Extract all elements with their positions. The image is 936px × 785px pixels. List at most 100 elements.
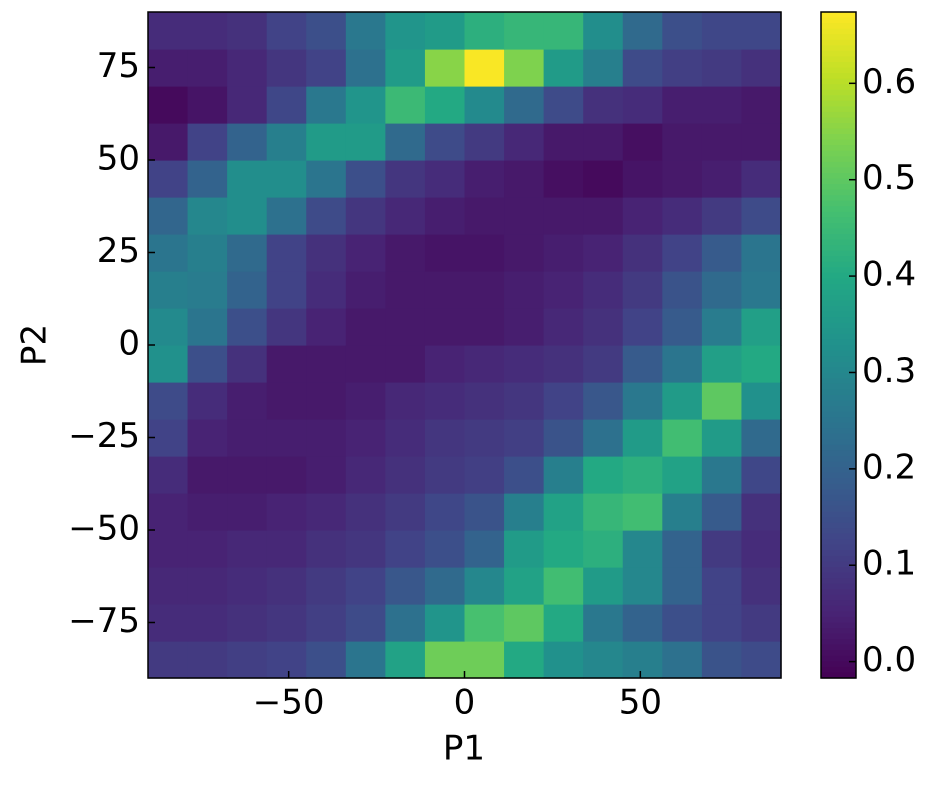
colorbar-step [821, 533, 856, 540]
y-tick-label: −50 [68, 509, 140, 549]
colorbar-step [821, 616, 856, 624]
heatmap-cell [701, 345, 743, 383]
heatmap-cell [187, 308, 228, 346]
heatmap-cell [464, 12, 505, 50]
heatmap-cell [543, 530, 584, 568]
heatmap-cell [266, 493, 307, 531]
heatmap-cell [187, 160, 228, 198]
colorbar [821, 12, 856, 679]
heatmap-cell [266, 271, 307, 309]
colorbar-step [821, 361, 856, 368]
colorbar-step [821, 245, 856, 252]
colorbar-step [821, 206, 856, 213]
heatmap-cell [187, 530, 228, 568]
colorbar-step [821, 250, 856, 257]
heatmap-cell [504, 456, 545, 494]
heatmap-cell [662, 49, 703, 87]
heatmap-cell [741, 641, 782, 679]
colorbar-step [821, 217, 856, 224]
colorbar-step [821, 461, 856, 468]
heatmap-cell [464, 197, 505, 235]
heatmap-cell [622, 641, 663, 679]
heatmap-cell [701, 271, 743, 309]
heatmap-cell [701, 49, 743, 87]
colorbar-step [821, 633, 856, 640]
heatmap-cell [543, 604, 584, 642]
colorbar-step [821, 472, 856, 479]
heatmap-cell [701, 382, 743, 420]
heatmap-cell [345, 197, 386, 235]
heatmap-cell [187, 456, 228, 494]
y-tick-label: 25 [97, 231, 140, 271]
colorbar-step [821, 139, 856, 146]
heatmap-cell [345, 419, 386, 457]
heatmap-cell [622, 382, 663, 420]
heatmap-cell [306, 197, 347, 235]
heatmap-cell [266, 49, 307, 87]
heatmap-cell [345, 567, 386, 605]
heatmap-cell [424, 49, 466, 87]
colorbar-step [821, 322, 856, 329]
colorbar-step [821, 350, 856, 357]
colorbar-step [821, 84, 856, 91]
heatmap-cell [662, 456, 703, 494]
heatmap-cell [385, 234, 426, 272]
colorbar-step [821, 433, 856, 440]
heatmap-cell [148, 456, 189, 494]
heatmap-cell [662, 123, 703, 161]
heatmap-cell [741, 493, 782, 531]
heatmap-cell [385, 160, 426, 198]
heatmap-cell [543, 345, 584, 383]
heatmap-cell [345, 641, 386, 679]
colorbar-step [821, 239, 856, 246]
heatmap-cell [227, 49, 268, 87]
heatmap-cell [622, 160, 663, 198]
heatmap-cell [583, 419, 624, 457]
heatmap-cell [385, 12, 426, 50]
heatmap-cell [622, 86, 663, 124]
heatmap-cell [385, 123, 426, 161]
heatmap-cell [187, 493, 228, 531]
heatmap-cell [662, 160, 703, 198]
heatmap-cell [227, 308, 268, 346]
heatmap-cell [583, 382, 624, 420]
colorbar-step [821, 272, 856, 279]
heatmap-cell [464, 49, 505, 87]
heatmap-cell [227, 641, 268, 679]
heatmap-cell [741, 86, 782, 124]
colorbar-step [821, 156, 856, 163]
colorbar-step [821, 644, 856, 651]
heatmap-cell [583, 86, 624, 124]
heatmap-cell [424, 160, 466, 198]
heatmap-cell [662, 86, 703, 124]
colorbar-step [821, 328, 856, 335]
colorbar-step [821, 672, 856, 679]
colorbar-tick-label: 0.1 [862, 544, 916, 584]
heatmap-cell [266, 604, 307, 642]
heatmap-cell [464, 604, 505, 642]
heatmap-cell [504, 345, 545, 383]
colorbar-step [821, 178, 856, 185]
heatmap-cell [227, 123, 268, 161]
colorbar-step [821, 261, 856, 268]
heatmap-cell [424, 567, 466, 605]
colorbar-step [821, 400, 856, 407]
heatmap-cell [701, 530, 743, 568]
heatmap-cell [227, 86, 268, 124]
heatmap-cell [741, 530, 782, 568]
heatmap-cell [424, 271, 466, 309]
heatmap-cell [464, 641, 505, 679]
heatmap-cell [385, 271, 426, 309]
heatmap-cell [701, 86, 743, 124]
heatmap-cell [424, 12, 466, 50]
heatmap-cell [306, 530, 347, 568]
heatmap-cell [741, 160, 782, 198]
heatmap-cell [504, 160, 545, 198]
colorbar-step [821, 622, 856, 629]
heatmap-cell [306, 456, 347, 494]
colorbar-step [821, 583, 856, 590]
colorbar-step [821, 528, 856, 535]
colorbar-step [821, 394, 856, 402]
colorbar-step [821, 228, 856, 235]
heatmap-cell [385, 493, 426, 531]
